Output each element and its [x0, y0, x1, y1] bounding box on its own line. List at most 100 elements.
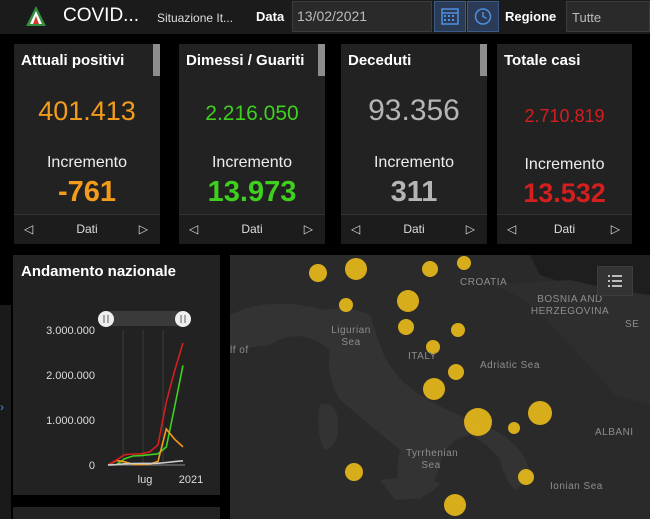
time-button[interactable]: [467, 1, 499, 32]
app-header: COVID... Situazione It... Data 13/02/202…: [0, 0, 650, 34]
card-scrollbar[interactable]: [480, 44, 487, 76]
card-increment-value: 13.973: [207, 176, 297, 208]
map-canvas: [230, 255, 650, 519]
x-tick-label: 2021: [179, 474, 203, 486]
date-field[interactable]: 13/02/2021: [292, 1, 432, 32]
card-title: Attuali positivi: [21, 52, 125, 69]
y-tick-label: 3.000.000: [46, 325, 95, 337]
card-title: Dimessi / Guariti: [186, 52, 305, 69]
map-point[interactable]: [398, 319, 414, 335]
pager-label: Dati: [403, 222, 425, 236]
region-label: Regione: [505, 9, 557, 24]
card-pager: ◁ Dati ▷: [341, 214, 487, 244]
map-point[interactable]: [397, 290, 419, 312]
series-line: [107, 427, 184, 466]
covid-logo-icon: [26, 6, 46, 26]
map-point[interactable]: [464, 408, 492, 436]
series-line: [107, 342, 184, 466]
card-increment-value: 13.532: [523, 178, 606, 208]
card-increment-label: Incremento: [524, 156, 605, 173]
map-point[interactable]: [457, 256, 471, 270]
map-point[interactable]: [451, 323, 465, 337]
card-scrollbar[interactable]: [153, 44, 160, 76]
app-subtitle: Situazione It...: [157, 11, 234, 25]
map-label: Tyrrhenian Sea: [406, 448, 459, 471]
map-label: ALBANI: [595, 427, 634, 438]
card-increment-value: 311: [390, 176, 438, 208]
side-panel-strip: [0, 305, 11, 519]
y-tick-label: 2.000.000: [46, 370, 95, 382]
card-totale-casi: Totale casi 2.710.819 Incremento 13.532 …: [497, 44, 632, 244]
map-point[interactable]: [518, 469, 534, 485]
chevron-right-icon[interactable]: ▷: [303, 222, 313, 236]
chevron-left-icon[interactable]: ◁: [507, 222, 517, 236]
map-label: SE: [625, 319, 640, 330]
card-title: Deceduti: [348, 52, 412, 69]
chevron-left-icon[interactable]: ◁: [351, 222, 361, 236]
date-label: Data: [256, 9, 285, 24]
app-title: COVID...: [63, 5, 140, 26]
region-select[interactable]: Tutte: [566, 1, 650, 32]
card-value: 93.356: [368, 94, 460, 127]
card-increment-value: -761: [57, 176, 117, 208]
map-label: ITALY: [408, 351, 437, 362]
chevron-right-icon[interactable]: ▷: [610, 222, 620, 236]
map-label: BOSNIA AND HERZEGOVINA: [530, 294, 610, 317]
card-attuali-positivi: Attuali positivi 401.413 Incremento -761…: [14, 44, 160, 244]
calendar-icon: [441, 8, 459, 25]
x-tick-label: lug: [138, 474, 153, 486]
card-value: 2.710.819: [524, 106, 605, 126]
trend-chart: 3.000.000 2.000.000 1.000.000 0 lug 2021: [46, 311, 203, 486]
map-point[interactable]: [309, 264, 327, 282]
slider-handle-icon[interactable]: [175, 311, 191, 327]
map-view[interactable]: CROATIA BOSNIA AND HERZEGOVINA SE Liguri…: [230, 255, 650, 519]
lower-panel: [13, 507, 220, 519]
y-tick-label: 0: [89, 460, 95, 472]
map-label: Adriatic Sea: [480, 360, 540, 371]
map-label: Ligurian Sea: [331, 325, 371, 348]
map-point[interactable]: [422, 261, 438, 277]
chevron-right-icon[interactable]: ▷: [138, 222, 148, 236]
card-deceduti: Deceduti 93.356 Incremento 311 ◁ Dati ▷: [341, 44, 487, 244]
card-value: 2.216.050: [205, 102, 299, 125]
range-slider-track[interactable]: [106, 311, 183, 326]
y-tick-label: 1.000.000: [46, 415, 95, 427]
card-value: 401.413: [38, 96, 136, 126]
card-dimessi-guariti: Dimessi / Guariti 2.216.050 Incremento 1…: [179, 44, 325, 244]
chevron-right-icon[interactable]: ▷: [465, 222, 475, 236]
map-point[interactable]: [528, 401, 552, 425]
pager-label: Dati: [553, 222, 576, 236]
calendar-button[interactable]: [434, 1, 466, 32]
legend-button[interactable]: [597, 266, 633, 296]
slider-handle-icon[interactable]: [98, 311, 114, 327]
map-label: lf of: [230, 345, 249, 356]
pager-label: Dati: [241, 222, 263, 236]
card-title: Totale casi: [504, 52, 581, 69]
expand-arrow-icon[interactable]: ›: [0, 400, 4, 414]
map-point[interactable]: [426, 340, 440, 354]
map-point[interactable]: [345, 463, 363, 481]
map-point[interactable]: [423, 378, 445, 400]
map-point[interactable]: [345, 258, 367, 280]
card-increment-label: Incremento: [211, 154, 293, 171]
chart-title: Andamento nazionale: [21, 263, 177, 280]
card-increment-label: Incremento: [46, 154, 128, 171]
clock-icon: [474, 8, 492, 25]
card-scrollbar[interactable]: [318, 44, 325, 76]
map-point[interactable]: [448, 364, 464, 380]
card-pager: ◁ Dati ▷: [497, 214, 632, 244]
card-increment-label: Incremento: [373, 154, 455, 171]
card-pager: ◁ Dati ▷: [179, 214, 325, 244]
map-point[interactable]: [444, 494, 466, 516]
map-label: CROATIA: [460, 277, 508, 288]
chevron-left-icon[interactable]: ◁: [24, 222, 34, 236]
card-pager: ◁ Dati ▷: [14, 214, 160, 244]
list-legend-icon: [608, 275, 622, 287]
map-label: Ionian Sea: [550, 481, 603, 492]
map-point[interactable]: [339, 298, 353, 312]
map-point[interactable]: [508, 422, 520, 434]
series-line: [107, 460, 184, 466]
chevron-left-icon[interactable]: ◁: [189, 222, 199, 236]
chart-panel: Andamento nazionale 3.000.000 2.000.000 1.…: [13, 255, 220, 495]
pager-label: Dati: [76, 222, 98, 236]
